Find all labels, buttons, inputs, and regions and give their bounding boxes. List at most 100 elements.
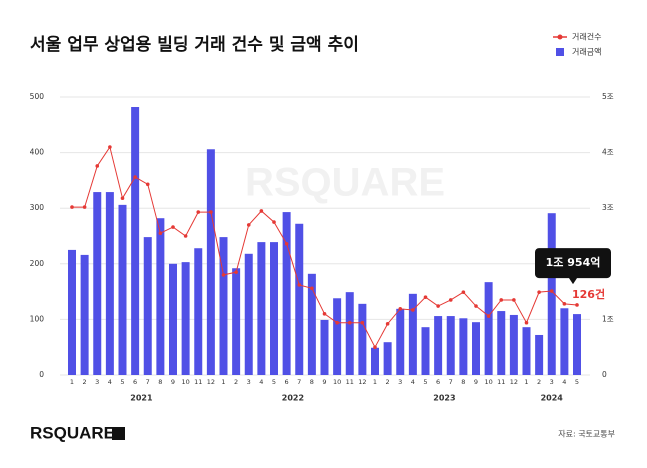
line-point: [259, 209, 264, 213]
x-tick-label: 10: [484, 378, 492, 386]
x-tick-label: 3: [550, 378, 554, 386]
line-point: [158, 231, 163, 236]
y2-tick-label: 1조: [602, 314, 614, 323]
bar: [396, 308, 405, 375]
x-tick-label: 5: [120, 378, 124, 386]
bar: [522, 327, 531, 375]
x-tick-label: 11: [194, 378, 202, 386]
x-tick-label: 12: [358, 378, 366, 386]
bar: [282, 212, 291, 375]
line-point: [82, 205, 87, 209]
x-tick-label: 9: [171, 378, 175, 386]
annotation-box: [535, 248, 611, 285]
x-tick-label: 7: [146, 378, 150, 386]
bar: [118, 204, 127, 375]
bar: [358, 303, 367, 375]
x-tick-label: 4: [562, 378, 566, 386]
x-tick-label: 11: [497, 378, 505, 386]
y-tick-label: 400: [30, 148, 45, 157]
bar: [509, 314, 518, 375]
y2-tick-label: 0: [602, 370, 607, 379]
x-tick-label: 4: [411, 378, 415, 386]
line-point: [575, 303, 579, 307]
x-tick-label: 9: [474, 378, 478, 386]
line-point: [373, 345, 377, 350]
value-label: 126건: [572, 287, 605, 301]
bar: [206, 149, 215, 375]
bar: [560, 308, 569, 375]
line-point: [486, 314, 491, 318]
bar: [295, 223, 304, 375]
bar: [573, 314, 581, 375]
line-point: [398, 307, 403, 311]
bar: [320, 319, 329, 375]
line-point: [310, 286, 314, 291]
bar: [131, 107, 140, 376]
x-tick-label: 1: [221, 378, 225, 386]
value-label: 1조 954억: [546, 256, 601, 269]
line-point: [183, 234, 188, 238]
bar: [143, 237, 152, 375]
line-point: [335, 320, 339, 325]
x-tick-label: 3: [398, 378, 402, 386]
bar: [80, 254, 89, 375]
line-point: [133, 175, 137, 179]
x-tick-label: 10: [333, 378, 341, 386]
bar: [257, 242, 266, 375]
x-tick-label: 1: [70, 378, 74, 386]
bar: [434, 316, 443, 375]
x-tick-label: 6: [133, 378, 137, 386]
legend-marker: [557, 34, 563, 40]
x-tick-label: 2: [386, 378, 390, 386]
x-tick-label: 9: [322, 378, 326, 386]
bar: [371, 347, 379, 375]
bar: [68, 249, 76, 375]
x-tick-label: 1: [373, 378, 377, 386]
line-point: [423, 295, 428, 299]
bar: [93, 192, 102, 375]
line-point: [549, 289, 554, 293]
bar: [169, 263, 177, 375]
line-point: [474, 304, 478, 308]
line-point: [171, 225, 175, 229]
line-point: [360, 320, 365, 325]
line-point: [196, 210, 201, 214]
bar: [497, 311, 506, 375]
x-tick-label: 7: [297, 378, 301, 386]
bar: [232, 268, 241, 375]
y2-tick-label: 4조: [602, 148, 614, 157]
legend-label: 거래금액: [572, 47, 601, 57]
x-tick-label: 6: [436, 378, 440, 386]
line-point: [246, 223, 251, 227]
line-point: [448, 298, 453, 302]
bar: [244, 253, 253, 375]
x-tick-label: 8: [461, 378, 465, 386]
bar: [421, 327, 430, 375]
line-point: [272, 220, 276, 224]
y2-tick-label: 3조: [602, 203, 614, 212]
y-tick-label: 500: [30, 92, 45, 101]
line-point: [221, 273, 226, 277]
x-tick-label: 5: [423, 378, 427, 386]
bar: [459, 318, 468, 375]
x-tick-label: 2: [537, 378, 541, 386]
bar: [535, 334, 544, 375]
bar: [383, 342, 392, 375]
x-tick-label: 5: [575, 378, 579, 386]
bar: [156, 218, 165, 375]
line-point: [562, 302, 567, 306]
x-tick-label: 2: [83, 378, 87, 386]
line-point: [499, 298, 504, 302]
x-tick-label: 3: [95, 378, 99, 386]
bar: [181, 262, 190, 375]
line-point: [284, 241, 289, 246]
logo-icon: [112, 427, 125, 440]
x-tick-label: 8: [310, 378, 314, 386]
x-tick-label: 1: [524, 378, 528, 386]
x-tick-label: 10: [181, 378, 189, 386]
bar: [194, 248, 203, 375]
line-point: [145, 182, 150, 187]
x-tick-label: 5: [272, 378, 276, 386]
